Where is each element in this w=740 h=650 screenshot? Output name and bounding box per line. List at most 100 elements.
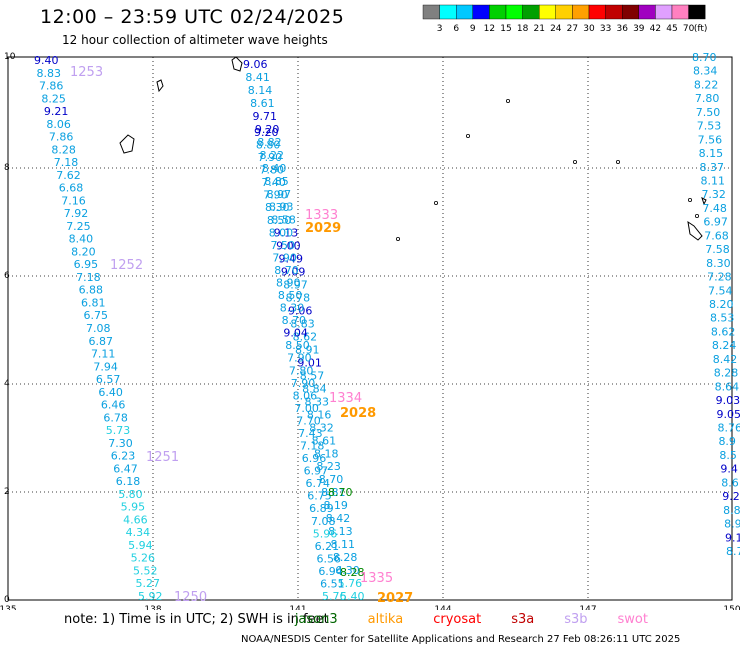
wave-height-value-track: 5.76	[322, 590, 347, 603]
wave-height-value-right: 8.53	[710, 312, 735, 325]
wave-height-value-track: 7.43	[298, 427, 323, 440]
wave-height-value-left: 7.62	[56, 169, 81, 182]
y-tick-label: 2	[4, 487, 10, 497]
wave-height-value-right: 8.24	[712, 339, 737, 352]
wave-height-value-track: 8.50	[285, 339, 310, 352]
legend-label: 45	[666, 24, 677, 34]
wave-height-value-left: 8.83	[36, 67, 61, 80]
wave-height-value-track: 9.00	[276, 240, 301, 253]
small-island	[573, 159, 578, 164]
wave-height-value-left: 6.75	[84, 309, 109, 322]
y-tick-label: 6	[4, 271, 10, 281]
wave-height-value-left: 5.27	[136, 577, 161, 590]
legend-label: 18	[517, 24, 529, 34]
wave-height-value-left: 6.87	[88, 335, 113, 348]
small-island	[688, 197, 693, 202]
wave-height-value-track: 7.90	[291, 377, 316, 390]
wave-height-value-track: 8.57	[300, 369, 325, 382]
wave-height-value-right: 7.68	[704, 229, 729, 242]
wave-height-value-track: 8.85	[264, 175, 289, 188]
small-island	[395, 236, 400, 241]
track-cycle-label: 1250	[174, 590, 207, 605]
wave-height-value-track: 8.06	[293, 389, 318, 402]
wave-height-value-right: 6.97	[703, 216, 728, 229]
wave-height-value-track: 6.30	[335, 564, 360, 577]
wave-height-value-track: 9.49	[278, 253, 303, 266]
satellite-s3b: s3b	[564, 612, 588, 627]
legend-unit: (ft)	[694, 24, 708, 34]
wave-height-value-left: 7.30	[108, 437, 132, 450]
wave-height-value-track: 5.76	[338, 577, 363, 590]
wave-height-value-right: 8.76	[718, 422, 740, 435]
wave-height-value-track: 8.83	[290, 318, 315, 331]
wave-height-value-track: 8.82	[257, 136, 282, 149]
x-tick-label: 141	[289, 605, 306, 610]
x-tick-label: 138	[144, 605, 161, 610]
wave-height-value-green: 8.70	[328, 486, 353, 499]
wave-height-value-right: 7.53	[697, 120, 722, 133]
satellite-cryosat: cryosat	[433, 612, 482, 627]
wave-height-value-left: 5.26	[131, 552, 156, 565]
wave-height-value-track: 6.51	[320, 577, 345, 590]
wave-height-value-track: 8.80	[256, 139, 280, 152]
wave-height-value-right: 8.22	[694, 78, 719, 91]
wave-height-value-track: 8.70	[319, 473, 344, 486]
legend-label: 39	[633, 24, 645, 34]
wave-height-value-track: 8.61	[250, 97, 275, 110]
wave-height-value-track: 9.13	[274, 227, 299, 240]
wave-height-value-track: 6.97	[304, 465, 329, 478]
wave-height-value-left: 6.23	[111, 450, 136, 463]
satellite-altika: altika	[367, 612, 404, 627]
wave-height-value-track: 8.50	[267, 214, 292, 227]
wave-height-value-left: 5.52	[133, 564, 158, 577]
wave-height-value-right: 7.50	[696, 106, 721, 119]
satellite-swot: swot	[617, 612, 648, 627]
wave-height-value-right: 7.80	[695, 92, 720, 105]
wave-height-value-right: 9.2	[722, 490, 740, 503]
wave-height-value-track: 9.01	[297, 356, 322, 369]
wave-height-value-left: 5.92	[138, 590, 163, 603]
wave-height-value-track: 8.61	[312, 434, 337, 447]
island-outline	[687, 220, 703, 241]
legend-label: 42	[650, 24, 661, 34]
track-cycle-label: 2029	[305, 221, 341, 236]
legend-label: 12	[484, 24, 495, 34]
wave-height-value-right: 8.62	[711, 325, 736, 338]
wave-height-value-track: 8.91	[295, 343, 320, 356]
wave-height-value-right: 7.56	[698, 133, 723, 146]
wave-height-value-track: 8.40	[262, 162, 287, 175]
wave-height-value-track: 7.80	[289, 364, 314, 377]
wave-height-value-track: 8.84	[302, 382, 327, 395]
wave-height-value-left: 7.94	[93, 360, 118, 373]
wave-height-value-track: 8.93	[269, 201, 294, 214]
wave-height-value-track: 6.21	[315, 540, 340, 553]
wave-height-value-track: 8.19	[323, 499, 348, 512]
wave-height-value-right: 7.32	[701, 188, 726, 201]
legend-label: 24	[550, 24, 562, 34]
wave-height-value-track: 7.70	[296, 414, 321, 427]
wave-height-value-right: 7.48	[702, 202, 727, 215]
wave-height-value-track: 9.06	[243, 58, 268, 71]
track-cycle-label: 2027	[377, 591, 413, 606]
wave-height-value-right: 8.28	[714, 367, 739, 380]
y-tick-label: 4	[4, 379, 10, 389]
wave-height-value-right: 8.9	[718, 435, 736, 448]
wave-height-value-left: 6.47	[113, 462, 138, 475]
x-tick-label: 147	[579, 605, 596, 610]
wave-height-value-left: 5.94	[128, 539, 153, 552]
color-legend: 3 6 9 12 15 18 21 24 27 30 33 36 39 42 45 70 (ft)	[422, 4, 708, 34]
wave-height-value-track: 7.90	[287, 352, 312, 365]
map-subtitle: 12 hour collection of altimeter wave hei…	[62, 33, 328, 47]
wave-height-value-left: 8.20	[71, 245, 96, 258]
wave-height-value-left: 6.68	[59, 182, 83, 195]
track-cycle-label: 1251	[146, 450, 179, 465]
wave-height-value-track: 9.04	[283, 327, 308, 340]
wave-height-value-right: 9.1	[725, 531, 740, 544]
legend-label: 30	[583, 24, 595, 34]
wave-height-value-track: 7.08	[311, 515, 336, 528]
small-island	[505, 99, 510, 104]
wave-height-value-track: 8.78	[286, 292, 311, 305]
wave-height-value-track: 8.11	[331, 538, 356, 551]
wave-height-value-track: 7.90	[272, 251, 297, 264]
wave-height-value-track: 8.58	[271, 214, 296, 227]
